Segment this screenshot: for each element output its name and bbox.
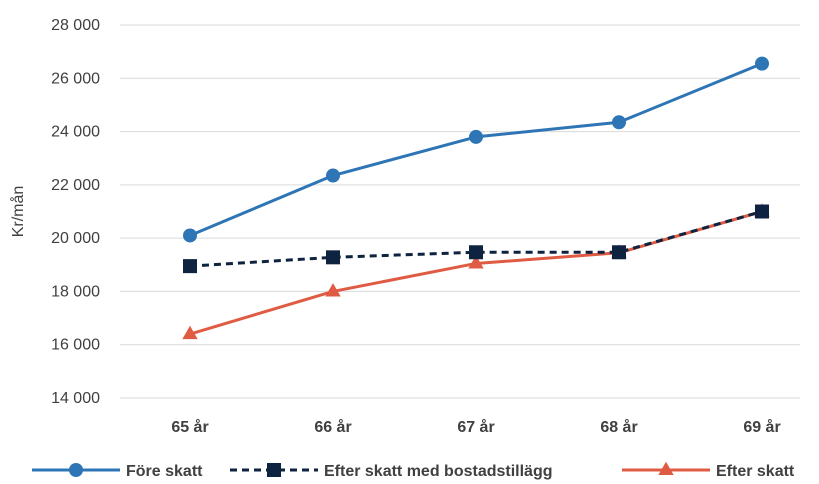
series-0 [183,56,769,243]
x-tick-label: 69 år [743,418,780,436]
series [182,56,770,340]
legend-marker [69,463,83,477]
x-tick-label: 67 år [457,418,494,436]
data-point [755,56,769,71]
data-point [469,245,483,260]
data-point [326,168,340,183]
series-1 [183,204,769,274]
data-point [182,325,198,340]
legend-item: Före skatt [32,463,203,480]
data-point [612,115,626,130]
data-point [325,283,341,297]
y-axis-ticks: 14 000 16 000 18 000 20 000 22 000 24 000 26 0… [51,17,100,407]
y-tick-label: 24 000 [51,124,100,141]
data-point [326,250,340,265]
y-tick-label: 26 000 [51,70,100,87]
series-line [189,62,763,237]
x-tick-label: 68 år [600,418,637,436]
legend-item: Efter skatt [622,461,795,480]
series-2 [182,203,770,340]
y-tick-label: 14 000 [51,390,100,407]
legend-item: Efter skatt med bostadstillägg [230,463,553,480]
y-tick-label: 16 000 [51,337,100,354]
legend-marker [267,463,281,477]
series-line [189,210,763,336]
data-point [469,129,483,144]
gridlines [120,24,800,399]
data-point [468,255,484,269]
y-tick-label: 28 000 [51,17,100,34]
x-tick-label: 65 år [171,418,208,436]
data-point [183,259,197,274]
data-point [612,245,626,260]
legend-label: Efter skatt med bostadstillägg [324,463,553,480]
y-tick-label: 22 000 [51,177,100,194]
y-tick-label: 20 000 [51,230,100,247]
legend-label: Efter skatt [716,463,795,480]
data-point [755,204,769,219]
legend-label: Före skatt [126,463,203,480]
x-tick-label: 66 år [314,418,351,436]
x-axis-ticks: 65 år 66 år 67 år 68 år 69 år [171,418,780,436]
legend-marker [658,461,674,476]
y-axis-title: Kr/mån [9,186,27,238]
data-point [183,228,197,243]
legend: Före skatt Efter skatt med bostadstillägg… [32,461,795,480]
y-tick-label: 18 000 [51,283,100,300]
